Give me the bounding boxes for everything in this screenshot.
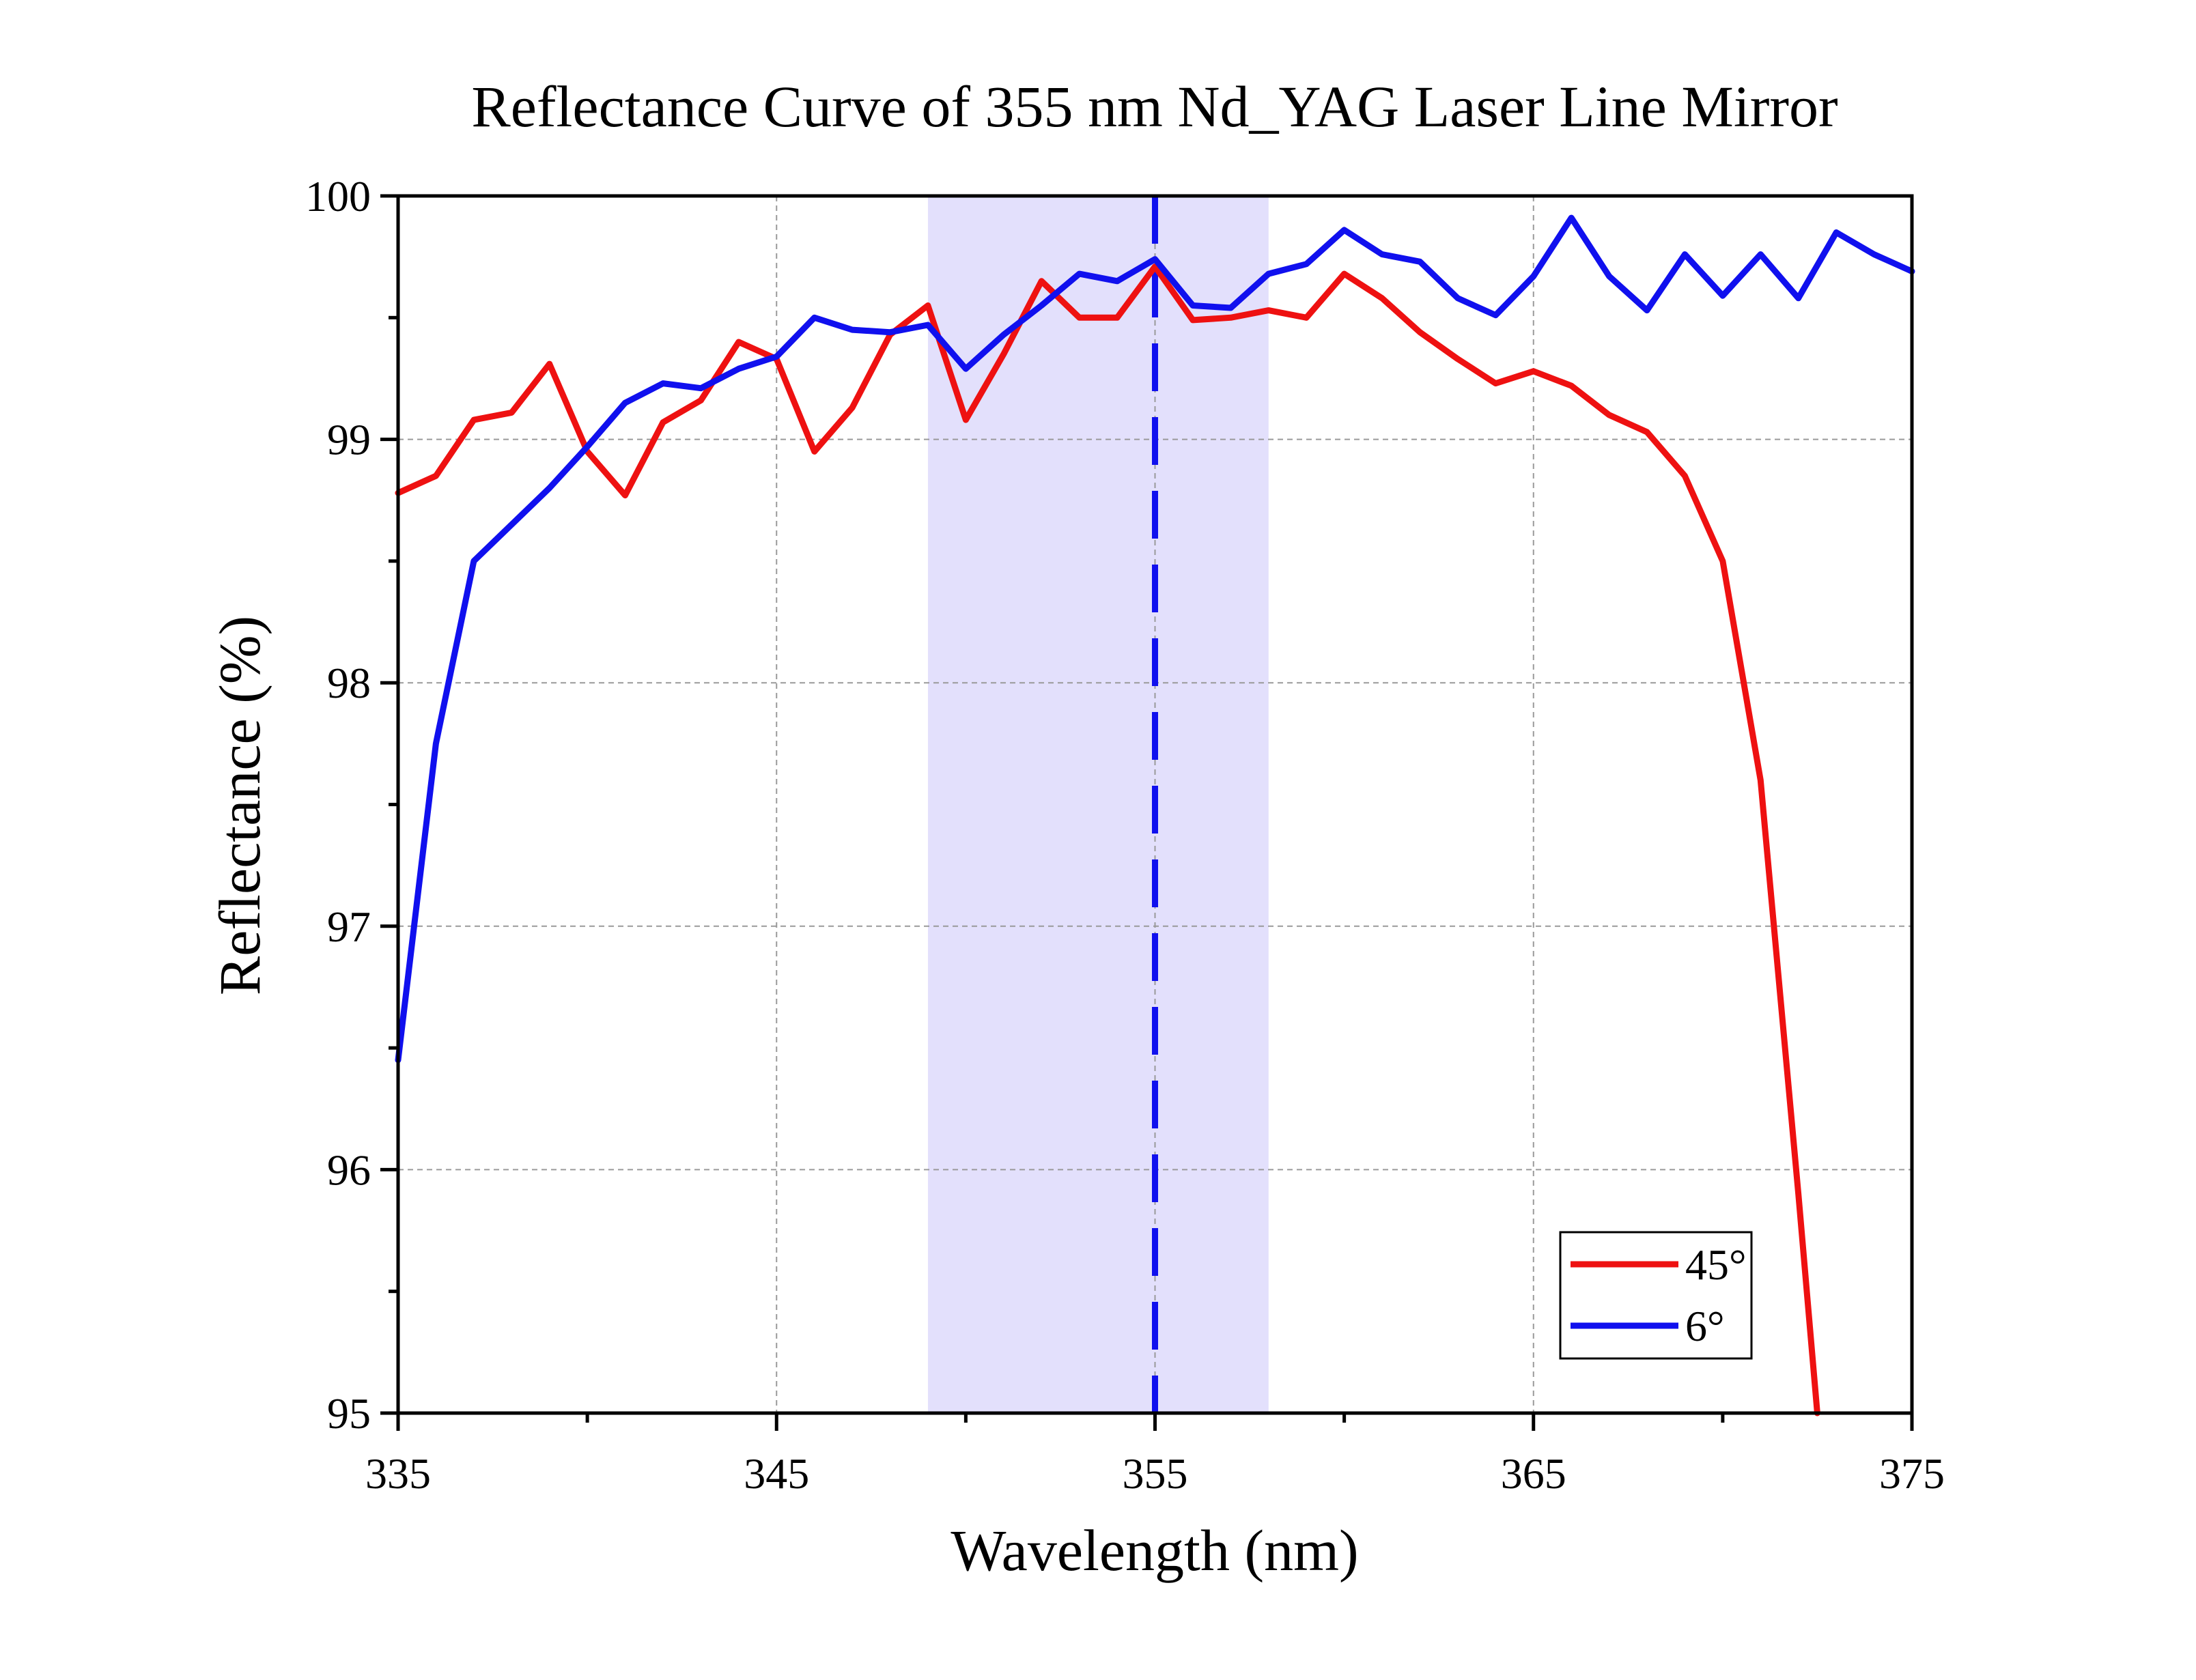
chart-title: Reflectance Curve of 355 nm Nd_YAG Laser… bbox=[471, 74, 1838, 139]
x-tick-label: 375 bbox=[1879, 1449, 1945, 1498]
y-tick-label: 99 bbox=[327, 416, 371, 464]
legend: 45° 6° bbox=[1559, 1231, 1753, 1360]
highlight-band-layer bbox=[927, 196, 1269, 1413]
x-tick-label: 345 bbox=[744, 1449, 809, 1498]
legend-box bbox=[1559, 1231, 1753, 1360]
y-tick-label: 100 bbox=[305, 172, 371, 220]
x-tick-label: 335 bbox=[365, 1449, 431, 1498]
legend-label-45: 45° bbox=[1685, 1240, 1747, 1289]
y-tick-label: 98 bbox=[327, 659, 371, 707]
highlight-band bbox=[927, 196, 1269, 1413]
y-tick-label: 95 bbox=[327, 1389, 371, 1438]
y-tick-label: 96 bbox=[327, 1145, 371, 1194]
x-axis-label: Wavelength (nm) bbox=[951, 1518, 1358, 1583]
legend-label-6: 6° bbox=[1685, 1302, 1725, 1350]
y-tick-label: 97 bbox=[327, 902, 371, 951]
y-axis-label: Reflectance (%) bbox=[207, 616, 272, 995]
x-tick-label: 365 bbox=[1501, 1449, 1566, 1498]
series-line-0 bbox=[395, 263, 1820, 1416]
series-line-1 bbox=[395, 214, 1915, 1064]
x-tick-label: 355 bbox=[1123, 1449, 1188, 1498]
tick-layer: 335 345 355 365 375 95 96 97 98 99 100 bbox=[305, 172, 1945, 1498]
series-layer bbox=[395, 214, 1915, 1416]
